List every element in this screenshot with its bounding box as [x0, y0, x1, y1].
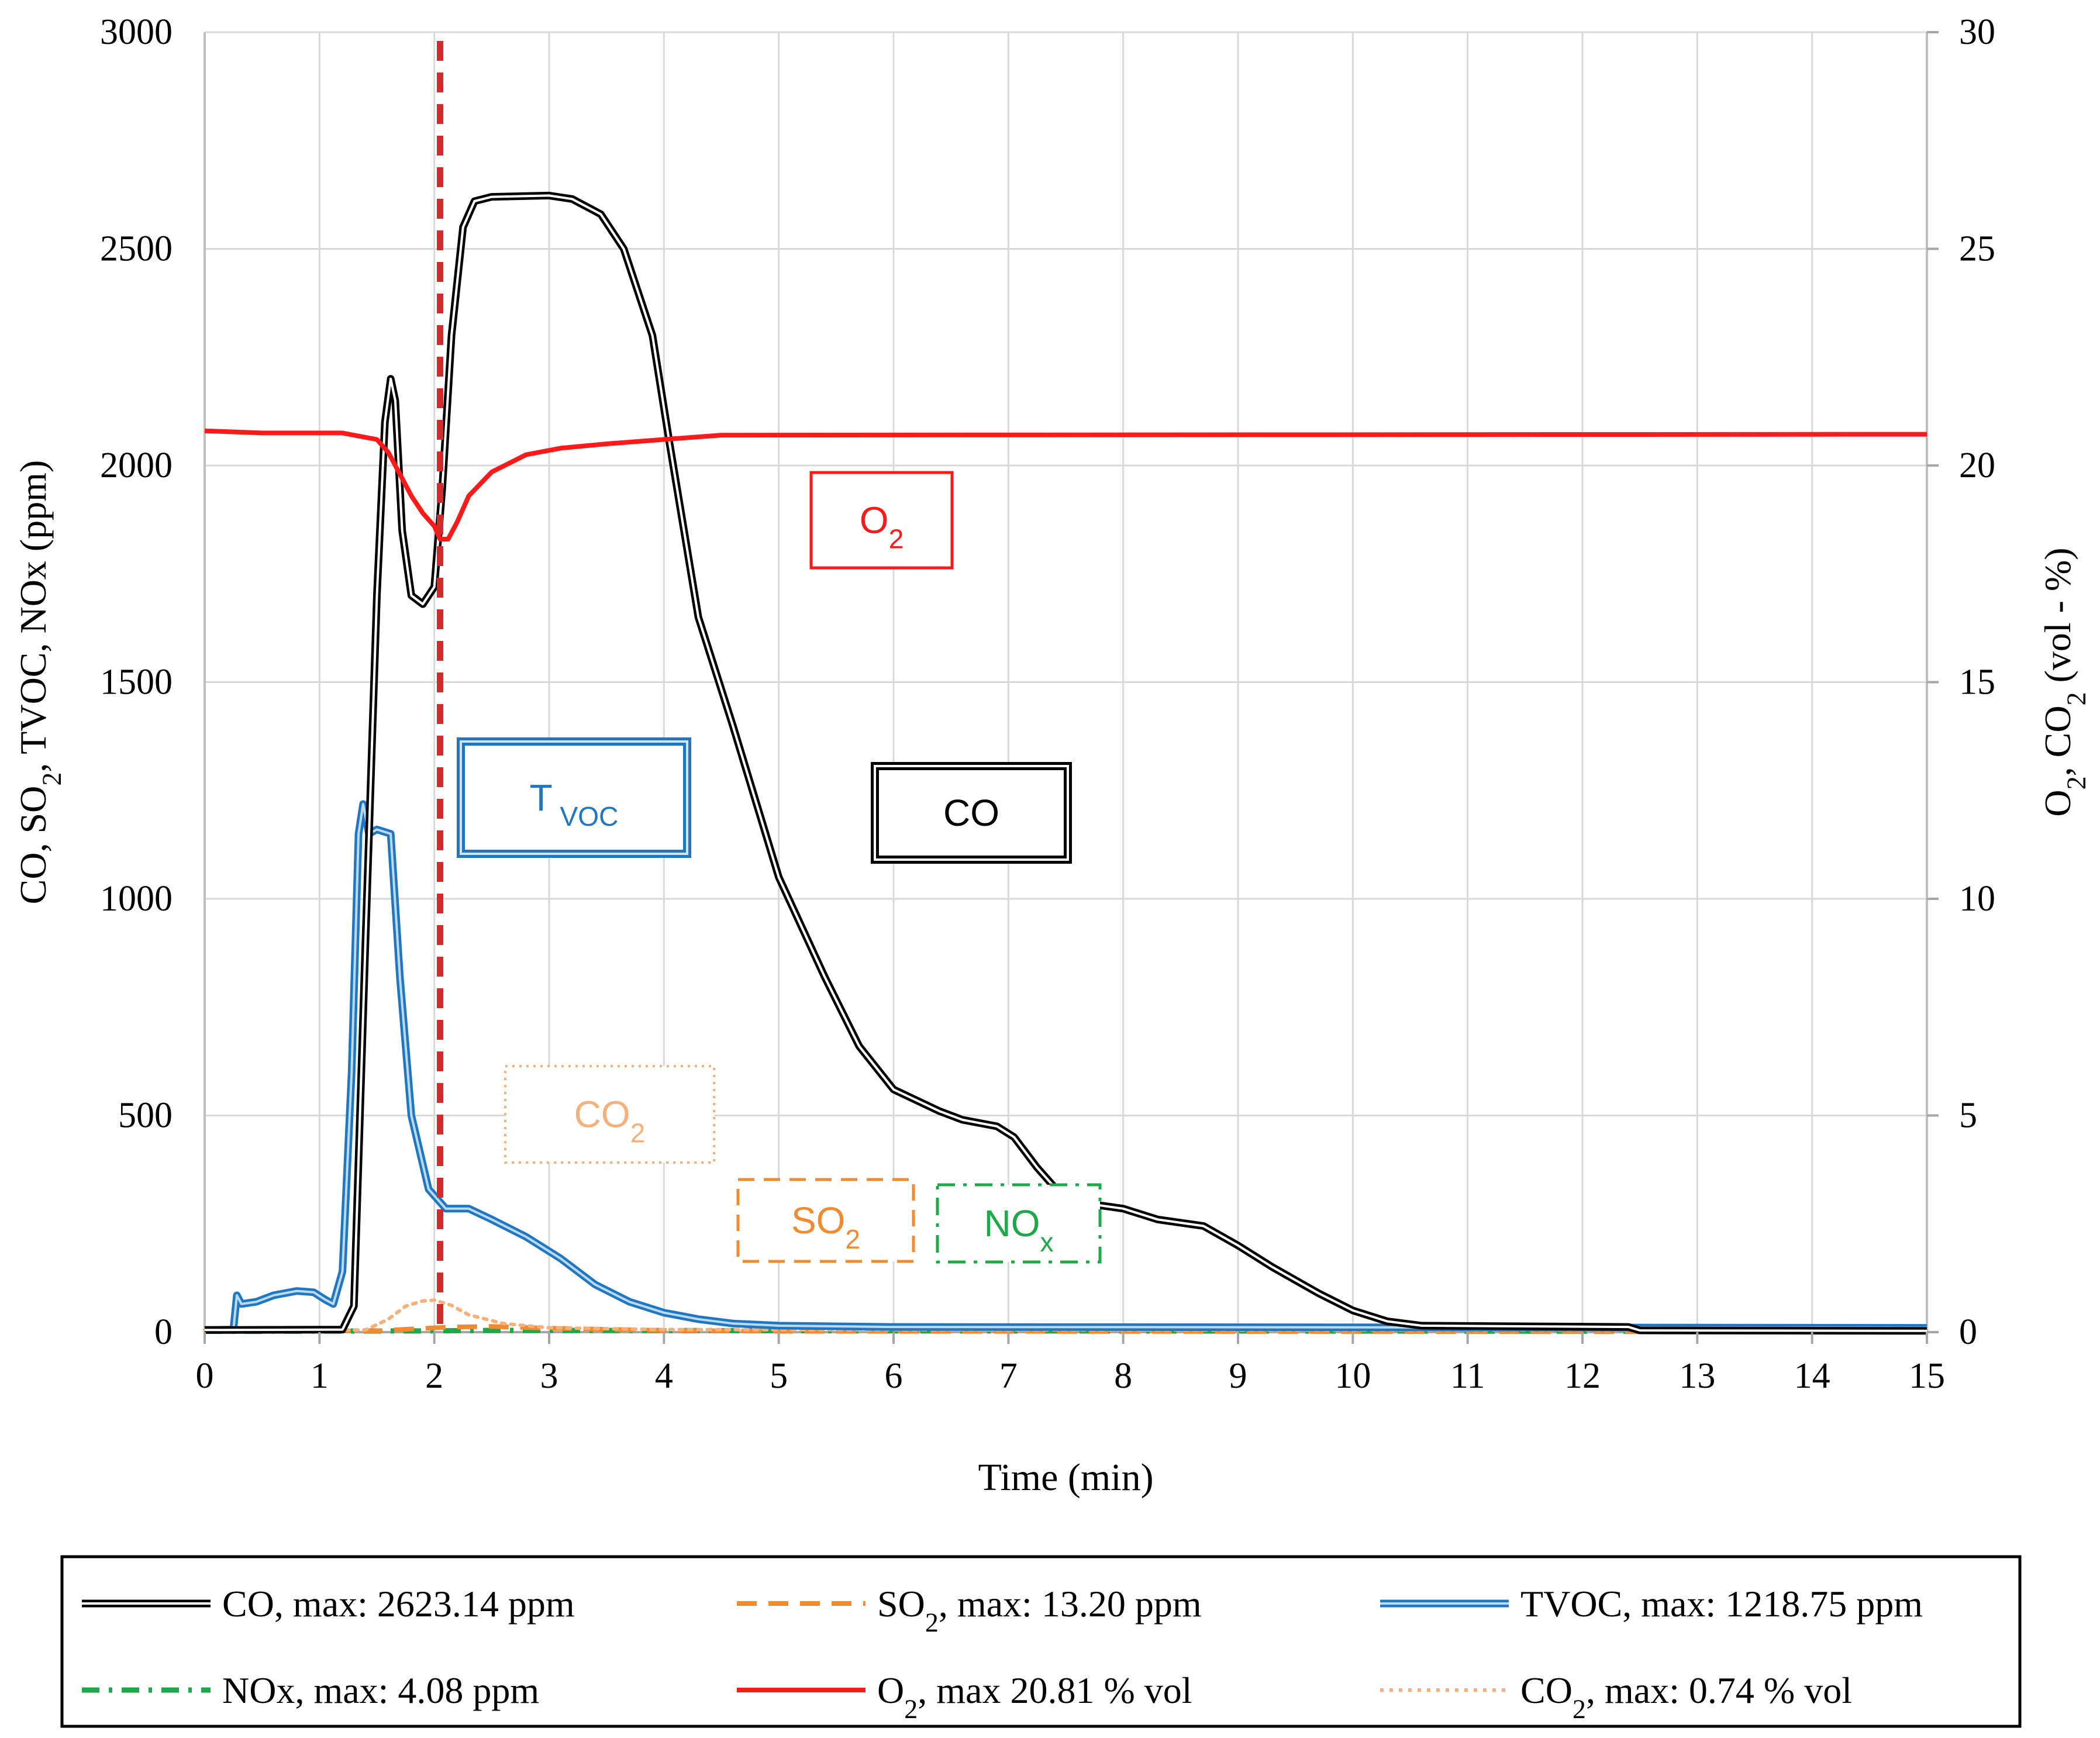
legend-entry-o2: O2, max 20.81 % vol	[737, 1670, 1192, 1724]
legend-entry-co: CO, max: 2623.14 ppm	[82, 1583, 575, 1625]
x-tick-label: 1	[311, 1356, 329, 1396]
annotation-label: NOx	[984, 1202, 1053, 1257]
left-tick-label: 0	[154, 1312, 173, 1352]
right-tick-label: 5	[1959, 1096, 1977, 1136]
right-tick-label: 25	[1959, 229, 1995, 269]
annotation-label: CO	[943, 792, 999, 834]
x-tick-label: 15	[1909, 1356, 1945, 1396]
x-tick-label: 4	[655, 1356, 673, 1396]
x-axis-ticks: 0 1 2 3 4 5 6 7 8 9 10 11 12 13 14 15	[196, 1332, 1945, 1396]
x-tick-label: 2	[425, 1356, 443, 1396]
x-tick-label: 11	[1450, 1356, 1485, 1396]
annotation-co: CO	[871, 762, 1072, 864]
right-tick-label: 15	[1959, 663, 1995, 702]
so2-series-line	[204, 1324, 1927, 1334]
x-tick-label: 14	[1794, 1356, 1830, 1396]
right-axis-title: O2, CO2 (vol - %)	[2037, 547, 2091, 816]
co2-series-line	[203, 1298, 1929, 1332]
left-axis-title: CO, SO2, TVOC, NOx (ppm)	[12, 460, 67, 905]
legend-entry-tvoc: TVOC, max: 1218.75 ppm	[1380, 1583, 1923, 1625]
annotation-tvoc: T VOC	[457, 737, 691, 858]
legend-label: NOx, max: 4.08 ppm	[222, 1670, 539, 1711]
annotation-co2: CO2	[504, 1065, 715, 1164]
series-layer	[203, 41, 1929, 1335]
legend: CO, max: 2623.14 ppm SO2, max: 13.20 ppm T…	[60, 1555, 2022, 1728]
x-tick-label: 10	[1335, 1356, 1371, 1396]
annotation-label: O2	[860, 499, 904, 554]
left-axis-ticks: 0 500 1000 1500 2000 2500 3000	[100, 12, 173, 1352]
x-tick-label: 6	[885, 1356, 903, 1396]
left-tick-label: 1000	[100, 879, 173, 919]
legend-box	[60, 1555, 2022, 1728]
annotation-so2: SO2	[736, 1178, 915, 1263]
legend-entry-nox: NOx, max: 4.08 ppm	[82, 1670, 539, 1711]
x-tick-label: 9	[1229, 1356, 1247, 1396]
left-tick-label: 500	[118, 1096, 173, 1136]
x-tick-label: 8	[1114, 1356, 1132, 1396]
legend-label: SO2, max: 13.20 ppm	[877, 1583, 1202, 1637]
x-tick-label: 12	[1564, 1356, 1601, 1396]
left-tick-label: 2500	[100, 229, 173, 269]
o2-series-line	[204, 428, 1927, 542]
annotation-nox: NOx	[936, 1183, 1102, 1264]
legend-label: CO2, max: 0.74 % vol	[1520, 1670, 1852, 1724]
legend-entry-co2: CO2, max: 0.74 % vol	[1380, 1670, 1852, 1724]
right-axis-ticks: 0 5 10 15 20 25 30	[1927, 12, 1995, 1352]
annotation-label: T VOC	[530, 777, 619, 832]
right-tick-label: 30	[1959, 12, 1995, 52]
right-tick-label: 0	[1959, 1312, 1977, 1352]
annotation-o2: O2	[809, 471, 954, 570]
x-tick-label: 13	[1679, 1356, 1715, 1396]
annotation-label: CO2	[574, 1094, 646, 1149]
tvoc-series-inner	[204, 802, 1927, 1332]
right-tick-label: 20	[1959, 446, 1995, 485]
grid	[204, 31, 1928, 1333]
legend-entry-so2: SO2, max: 13.20 ppm	[737, 1583, 1202, 1637]
x-tick-label: 5	[770, 1356, 788, 1396]
x-tick-label: 7	[999, 1356, 1018, 1396]
legend-label: O2, max 20.81 % vol	[877, 1670, 1192, 1724]
x-tick-label: 3	[540, 1356, 558, 1396]
right-tick-label: 10	[1959, 879, 1995, 919]
left-tick-label: 1500	[100, 663, 173, 702]
x-tick-label: 0	[196, 1356, 214, 1396]
left-tick-label: 3000	[100, 12, 173, 52]
annotation-layer: O2 T VOC CO CO2 SO2 NOx	[457, 471, 1102, 1264]
left-tick-label: 2000	[100, 446, 173, 485]
co-series-inner	[204, 194, 1927, 1332]
legend-label: CO, max: 2623.14 ppm	[222, 1583, 575, 1625]
x-axis-title: Time (min)	[978, 1456, 1153, 1499]
legend-label: TVOC, max: 1218.75 ppm	[1520, 1583, 1923, 1625]
annotation-label: SO2	[791, 1199, 860, 1254]
axis-titles: Time (min) CO, SO2, TVOC, NOx (ppm) O2, CO…	[12, 460, 2091, 1499]
